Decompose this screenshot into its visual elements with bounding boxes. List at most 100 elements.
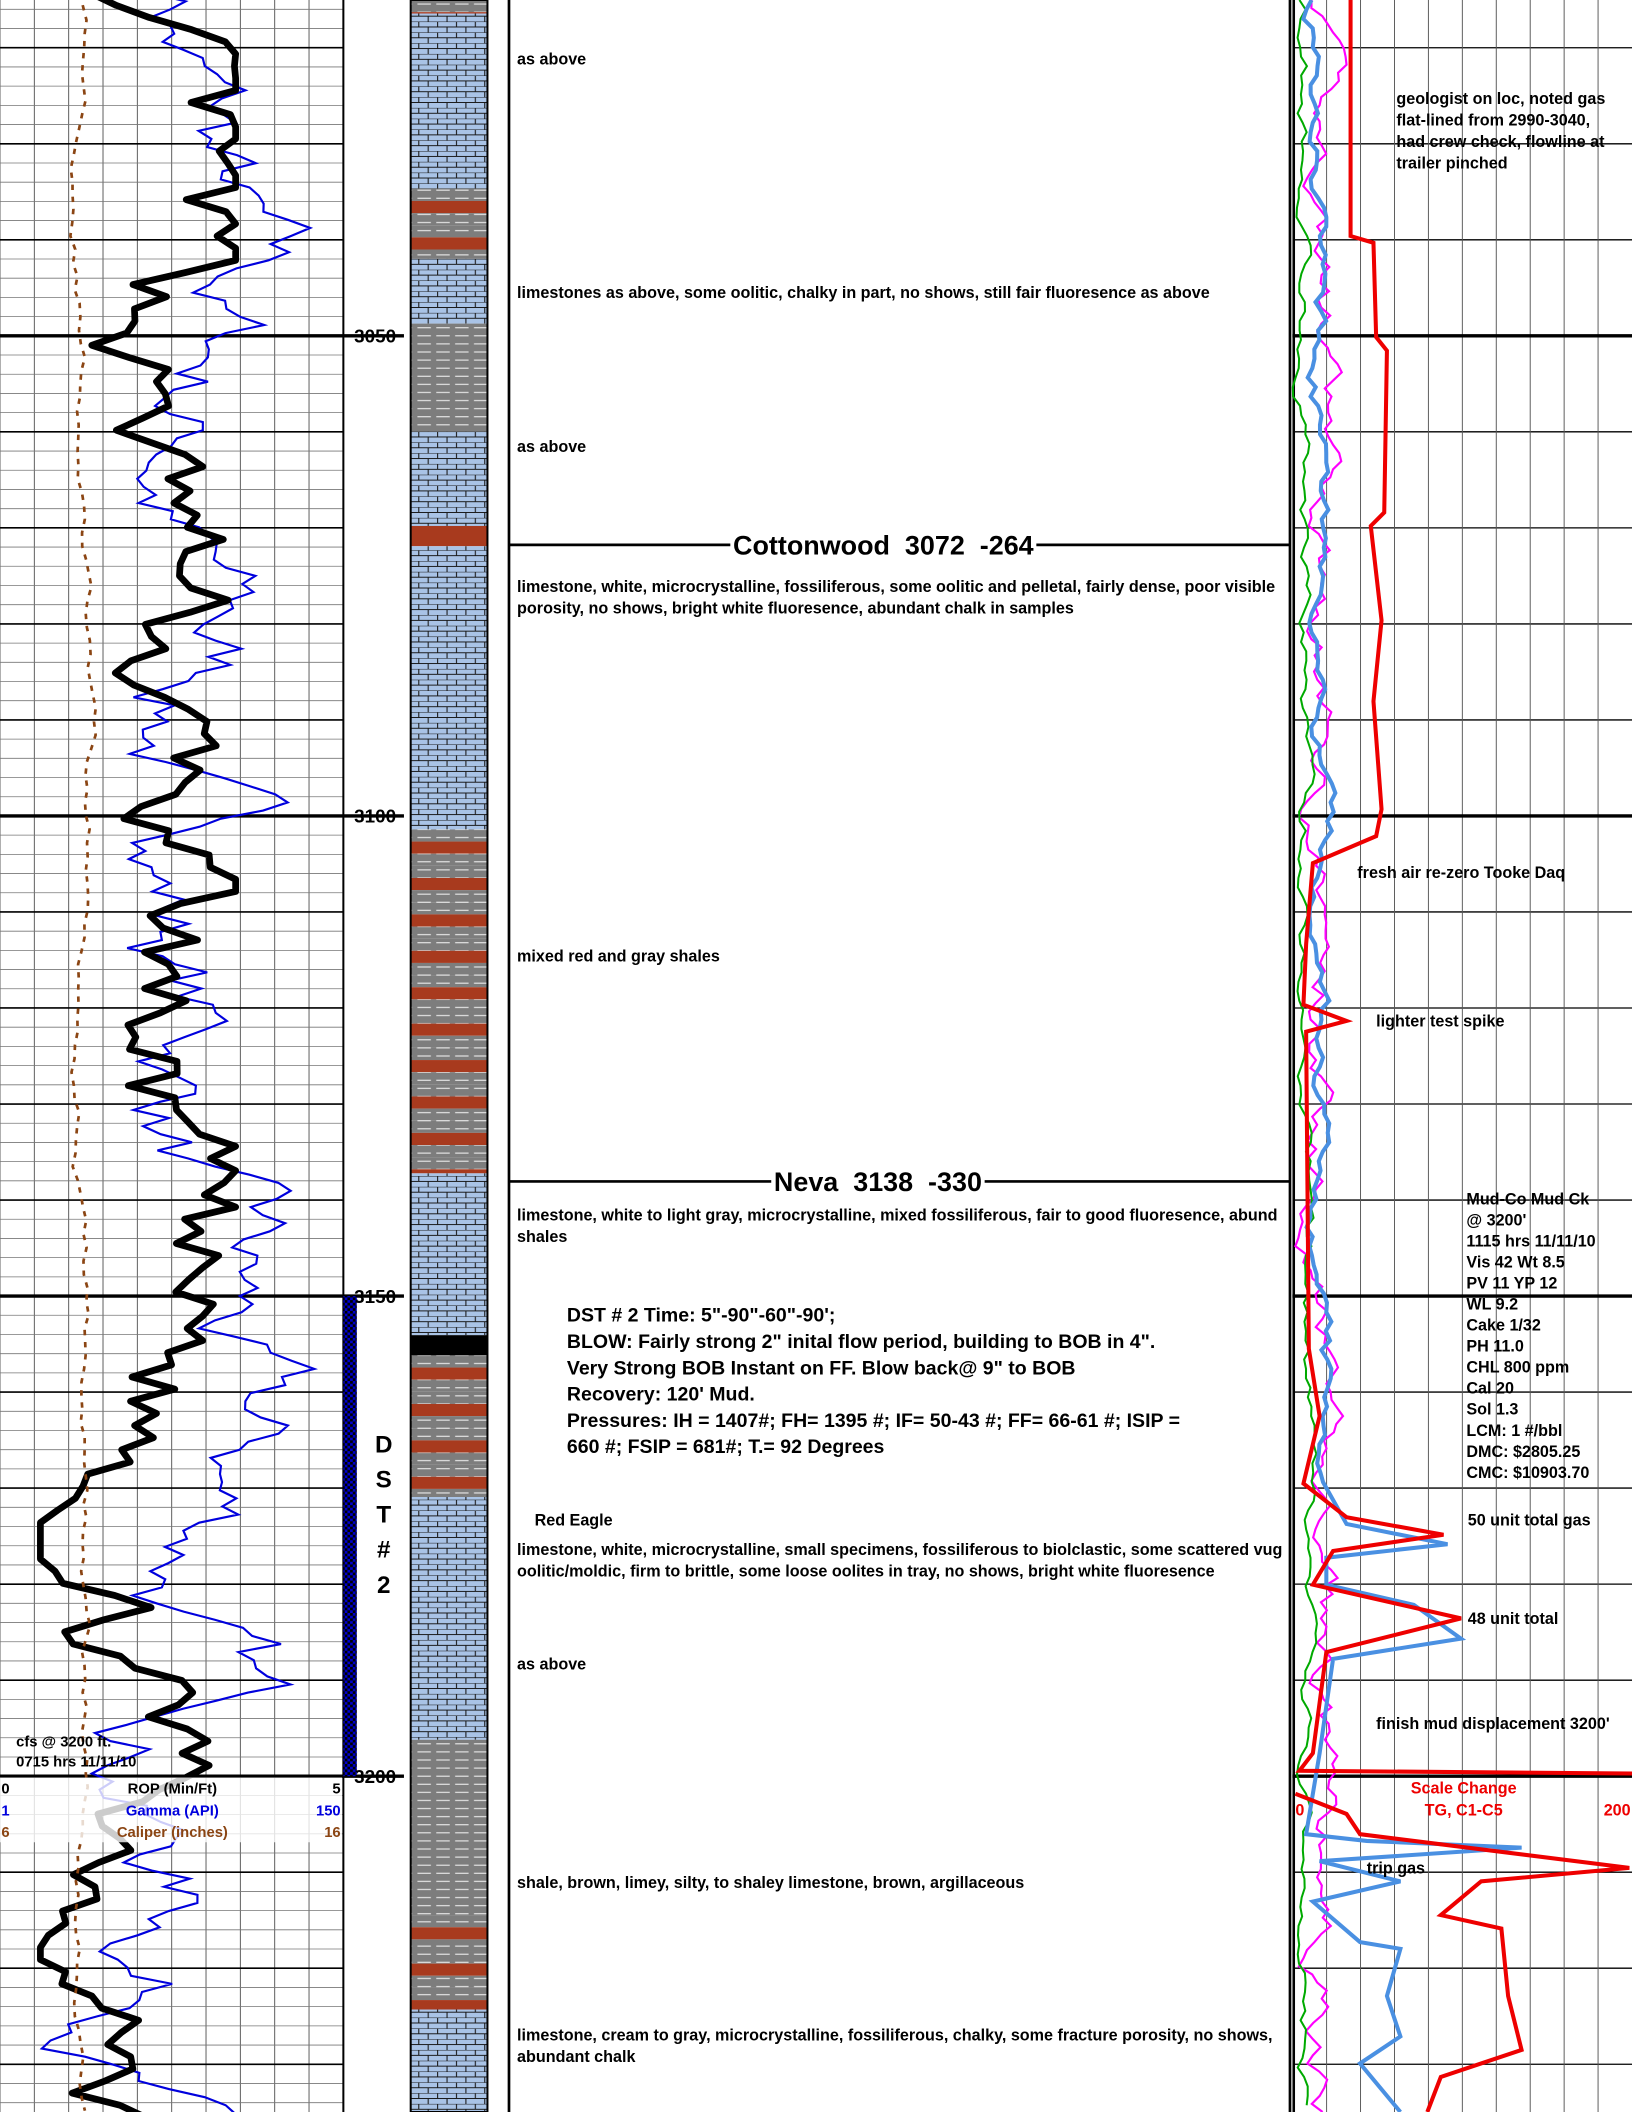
dst-report: BLOW: Fairly strong 2" inital flow perio…: [567, 1331, 1155, 1353]
scale-max: 150: [316, 1803, 341, 1819]
lithology: [410, 1440, 488, 1453]
lithology: [410, 1108, 488, 1121]
description: shales: [517, 1228, 567, 1246]
lithology: [410, 1391, 488, 1404]
scale-max: 16: [324, 1825, 340, 1841]
scale-min: 6: [1, 1825, 9, 1841]
lithology: [410, 1132, 488, 1146]
lithology: [410, 841, 488, 854]
lithology: [410, 1367, 488, 1380]
lithology: [410, 0, 488, 13]
depth-label: 3100: [354, 806, 396, 827]
scale-min: 1: [1, 1803, 9, 1819]
lithology: [410, 1145, 488, 1158]
lithology: [410, 950, 488, 963]
lithology: [410, 1011, 488, 1024]
scale-name: TG, C1-C5: [1425, 1801, 1503, 1819]
rop-curve: [37, 0, 240, 2112]
lithology: [410, 999, 488, 1012]
lithology: [410, 1987, 488, 2001]
lithology: [410, 2009, 488, 2112]
lithology: [410, 1169, 488, 1174]
lithology: [410, 1915, 488, 1928]
scale-min: 0: [1295, 1801, 1304, 1819]
lithology: [410, 975, 488, 988]
lithology: [410, 1120, 488, 1133]
lithology: [410, 1963, 488, 1976]
scale-min: 0: [1, 1782, 9, 1798]
c-curve: [1294, 0, 1348, 2112]
lithology: [410, 1452, 488, 1465]
lithology: [410, 1335, 488, 1356]
lithology: [410, 1023, 488, 1036]
annotation: lighter test spike: [1376, 1012, 1504, 1030]
dst-report: 660 #; FSIP = 681#; T.= 92 Degrees: [567, 1436, 885, 1458]
lithology: [410, 1060, 488, 1073]
formation-name: Cottonwood 3072 -264: [733, 530, 1034, 560]
mud-check: 1115 hrs 11/11/10: [1466, 1232, 1595, 1250]
lithology: [410, 1084, 488, 1097]
scale-name: Gamma (API): [126, 1803, 219, 1819]
annotation: 50 unit total gas: [1468, 1511, 1591, 1529]
mud-check: LCM: 1 #/bbl: [1466, 1422, 1562, 1440]
dst-report: DST # 2 Time: 5"-90"-60"-90';: [567, 1305, 836, 1327]
gamma-curve: [39, 0, 319, 2112]
description: limestone, white to light gray, microcry…: [517, 1207, 1277, 1225]
mud-check: CMC: $10903.70: [1466, 1464, 1589, 1482]
annotation: trailer pinched: [1396, 155, 1507, 173]
mud-check: Vis 42 Wt 8.5: [1466, 1253, 1564, 1271]
mud-check: DMC: $2805.25: [1466, 1443, 1580, 1461]
lithology: [410, 1739, 488, 1916]
lithology: [410, 1488, 488, 1498]
mud-check: Mud-Co Mud Ck: [1466, 1190, 1589, 1208]
lithology: [410, 987, 488, 1000]
lithology: [410, 877, 488, 891]
lithology: [410, 258, 488, 324]
mud-check: PV 11 YP 12: [1466, 1274, 1557, 1292]
lithology-border: [409, 0, 489, 2112]
mud-check: CHL 800 ppm: [1466, 1359, 1569, 1377]
mud-check: PH 11.0: [1466, 1338, 1523, 1356]
lithology: [410, 1157, 488, 1170]
lithology: [410, 1096, 488, 1109]
formation-bg: [730, 530, 1037, 561]
dst-report: Recovery: 120' Mud.: [567, 1384, 755, 1406]
gas-curve: [1294, 1791, 1630, 2112]
lithology: [410, 237, 488, 250]
lithology: [410, 225, 488, 238]
lithology: [410, 323, 488, 432]
note: 0715 hrs 11/11/10: [16, 1755, 136, 1771]
annotation: trip gas: [1367, 1859, 1425, 1877]
scale-max: 5: [332, 1782, 340, 1798]
lithology: [410, 1173, 488, 1336]
mud-check: @ 3200': [1466, 1211, 1526, 1229]
description: mixed red and gray shales: [517, 948, 720, 966]
lithology: [410, 1927, 488, 1940]
formation-bg: [771, 1166, 985, 1197]
lithology: [410, 1035, 488, 1048]
description: as above: [517, 438, 586, 456]
dst-letter: T: [376, 1502, 391, 1529]
lithology: [410, 926, 488, 939]
lithology: [410, 249, 488, 259]
dst-letter: D: [375, 1431, 393, 1458]
lithology: [410, 188, 488, 201]
mud-check: Cake 1/32: [1466, 1317, 1541, 1335]
lithology: [410, 890, 488, 903]
mud-check: Cal 20: [1466, 1380, 1514, 1398]
annotation: fresh air re-zero Tooke Daq: [1357, 864, 1565, 882]
formation-name: Neva 3138 -330: [774, 1167, 982, 1197]
lithology: [410, 525, 488, 547]
annotation: flat-lined from 2990-3040,: [1396, 111, 1590, 129]
lithology: [410, 914, 488, 927]
legend-bg: [0, 1777, 343, 1843]
lithology: [410, 1476, 488, 1489]
depth-label: 3050: [354, 326, 396, 347]
lithology: [410, 865, 488, 878]
gas-curve: [1295, 0, 1632, 1776]
lithology: [410, 1403, 488, 1417]
dst-bar: [343, 1296, 357, 1777]
dst-letter: S: [376, 1467, 392, 1494]
lithology: [410, 829, 488, 842]
